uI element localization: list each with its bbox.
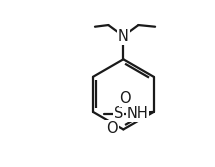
Text: O: O [106, 121, 118, 136]
Text: O: O [120, 91, 131, 106]
Text: N: N [118, 29, 129, 44]
Text: S: S [114, 106, 123, 121]
Text: NH: NH [127, 106, 149, 121]
